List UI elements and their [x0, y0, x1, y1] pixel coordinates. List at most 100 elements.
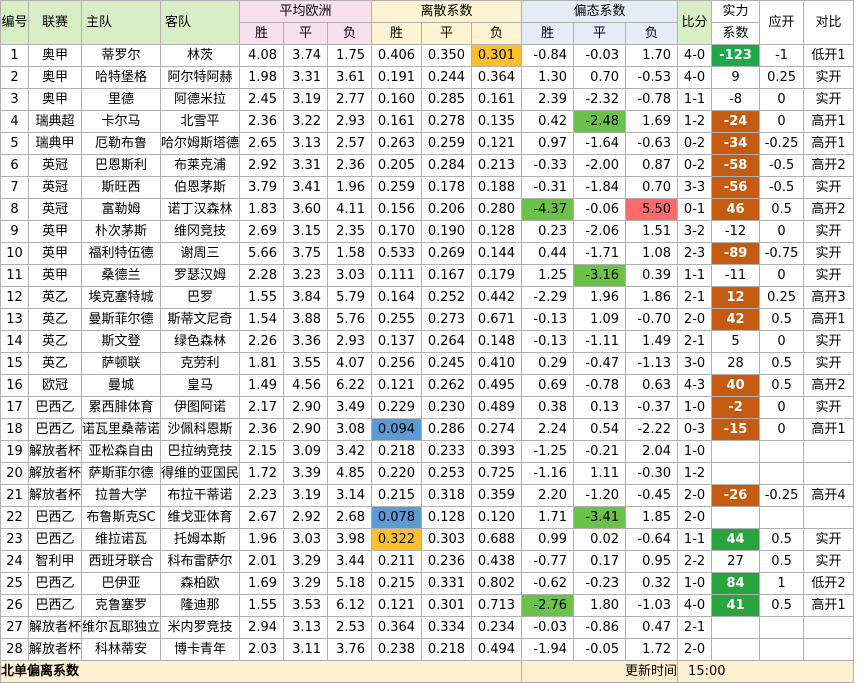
cell-league[interactable]: 巴西乙	[27, 528, 83, 551]
cell-id[interactable]: 20	[0, 462, 29, 485]
cell-skew-draw[interactable]: -1.71	[573, 242, 627, 265]
cell-strength[interactable]: 84	[711, 572, 761, 595]
cell-skew-draw[interactable]: -0.05	[573, 638, 627, 661]
cell-euro-lose[interactable]: 3.98	[327, 528, 373, 551]
cell-euro-lose[interactable]: 3.61	[327, 66, 373, 89]
cell-away[interactable]: 克劳利	[160, 352, 241, 375]
cell-compare[interactable]	[803, 616, 855, 639]
cell-away[interactable]: 罗瑟汉姆	[160, 264, 241, 287]
cell-euro-draw[interactable]: 3.13	[283, 132, 329, 155]
cell-disc-win[interactable]: 0.220	[371, 462, 423, 485]
cell-euro-lose[interactable]: 3.14	[327, 484, 373, 507]
cell-score[interactable]: 3-2	[677, 220, 713, 243]
cell-skew-draw[interactable]: -2.00	[573, 154, 627, 177]
cell-disc-win[interactable]: 0.170	[371, 220, 423, 243]
cell-score[interactable]: 2-0	[677, 506, 713, 529]
cell-handicap[interactable]: 0	[759, 110, 805, 133]
cell-euro-win[interactable]: 1.49	[239, 374, 285, 397]
cell-euro-lose[interactable]: 3.08	[327, 418, 373, 441]
header-away[interactable]: 客队	[160, 0, 241, 45]
header-skew-win[interactable]: 胜	[521, 22, 575, 45]
cell-euro-win[interactable]: 2.15	[239, 440, 285, 463]
header-euro-draw[interactable]: 平	[283, 22, 329, 45]
cell-disc-lose[interactable]: 0.364	[471, 66, 523, 89]
cell-id[interactable]: 8	[0, 198, 29, 221]
cell-handicap[interactable]	[759, 506, 805, 529]
cell-id[interactable]: 4	[0, 110, 29, 133]
cell-disc-win[interactable]: 0.259	[371, 176, 423, 199]
header-score[interactable]: 比分	[677, 0, 713, 45]
cell-strength[interactable]	[711, 462, 761, 485]
cell-strength[interactable]: -11	[711, 264, 761, 287]
cell-euro-win[interactable]: 2.94	[239, 616, 285, 639]
cell-skew-draw[interactable]: -1.84	[573, 176, 627, 199]
cell-score[interactable]: 2-1	[677, 286, 713, 309]
cell-euro-lose[interactable]: 2.68	[327, 506, 373, 529]
cell-skew-win[interactable]: -0.33	[521, 154, 575, 177]
cell-compare[interactable]: 低开1	[803, 44, 855, 67]
cell-id[interactable]: 23	[0, 528, 29, 551]
cell-compare[interactable]: 实开	[803, 352, 855, 375]
cell-handicap[interactable]	[759, 638, 805, 661]
cell-disc-win[interactable]: 0.322	[371, 528, 423, 551]
cell-euro-lose[interactable]: 2.93	[327, 330, 373, 353]
cell-euro-win[interactable]: 1.83	[239, 198, 285, 221]
cell-skew-lose[interactable]: 5.50	[625, 198, 679, 221]
cell-disc-draw[interactable]: 0.301	[421, 594, 473, 617]
cell-id[interactable]: 13	[0, 308, 29, 331]
cell-home[interactable]: 维尔瓦耶独立	[81, 616, 162, 639]
cell-handicap[interactable]: 1	[759, 572, 805, 595]
cell-home[interactable]: 斯文登	[81, 330, 162, 353]
cell-skew-lose[interactable]: -0.45	[625, 484, 679, 507]
cell-disc-win[interactable]: 0.160	[371, 88, 423, 111]
cell-euro-win[interactable]: 4.08	[239, 44, 285, 67]
cell-skew-win[interactable]: -0.13	[521, 308, 575, 331]
cell-skew-draw[interactable]: -2.48	[573, 110, 627, 133]
cell-handicap[interactable]: 0	[759, 396, 805, 419]
cell-euro-win[interactable]: 2.23	[239, 484, 285, 507]
cell-euro-draw[interactable]: 3.11	[283, 638, 329, 661]
cell-skew-lose[interactable]: 0.63	[625, 374, 679, 397]
cell-disc-lose[interactable]: 0.713	[471, 594, 523, 617]
cell-home[interactable]: 拉普大学	[81, 484, 162, 507]
cell-euro-win[interactable]: 2.45	[239, 88, 285, 111]
cell-euro-win[interactable]: 1.81	[239, 352, 285, 375]
cell-skew-win[interactable]: -2.29	[521, 286, 575, 309]
cell-league[interactable]: 瑞典超	[27, 110, 83, 133]
cell-skew-draw[interactable]: 0.02	[573, 528, 627, 551]
cell-handicap[interactable]: 0	[759, 418, 805, 441]
cell-league[interactable]: 英甲	[27, 264, 83, 287]
cell-disc-draw[interactable]: 0.285	[421, 88, 473, 111]
header-discrete[interactable]: 离散系数	[371, 0, 523, 23]
cell-disc-lose[interactable]: 0.442	[471, 286, 523, 309]
cell-euro-draw[interactable]: 3.23	[283, 264, 329, 287]
cell-home[interactable]: 哈特堡格	[81, 66, 162, 89]
cell-score[interactable]: 4-3	[677, 374, 713, 397]
cell-skew-win[interactable]: -1.94	[521, 638, 575, 661]
cell-skew-draw[interactable]: -0.21	[573, 440, 627, 463]
cell-home[interactable]: 埃克塞特城	[81, 286, 162, 309]
cell-id[interactable]: 28	[0, 638, 29, 661]
cell-home[interactable]: 巴恩斯利	[81, 154, 162, 177]
cell-disc-lose[interactable]: 0.128	[471, 220, 523, 243]
cell-strength[interactable]: -2	[711, 396, 761, 419]
cell-euro-lose[interactable]: 6.22	[327, 374, 373, 397]
cell-skew-draw[interactable]: 0.54	[573, 418, 627, 441]
cell-strength[interactable]: -24	[711, 110, 761, 133]
cell-home[interactable]: 厄勒布鲁	[81, 132, 162, 155]
cell-handicap[interactable]: -0.25	[759, 484, 805, 507]
cell-disc-lose[interactable]: 0.144	[471, 242, 523, 265]
cell-skew-win[interactable]: -1.25	[521, 440, 575, 463]
cell-id[interactable]: 12	[0, 286, 29, 309]
cell-skew-draw[interactable]: -1.64	[573, 132, 627, 155]
cell-disc-win[interactable]: 0.137	[371, 330, 423, 353]
cell-euro-win[interactable]: 2.65	[239, 132, 285, 155]
cell-euro-lose[interactable]: 6.12	[327, 594, 373, 617]
cell-compare[interactable]	[803, 638, 855, 661]
cell-score[interactable]: 1-2	[677, 110, 713, 133]
cell-skew-lose[interactable]: 0.39	[625, 264, 679, 287]
cell-league[interactable]: 英乙	[27, 352, 83, 375]
cell-away[interactable]: 阿德米拉	[160, 88, 241, 111]
cell-euro-draw[interactable]: 3.74	[283, 44, 329, 67]
cell-handicap[interactable]: 0.25	[759, 286, 805, 309]
